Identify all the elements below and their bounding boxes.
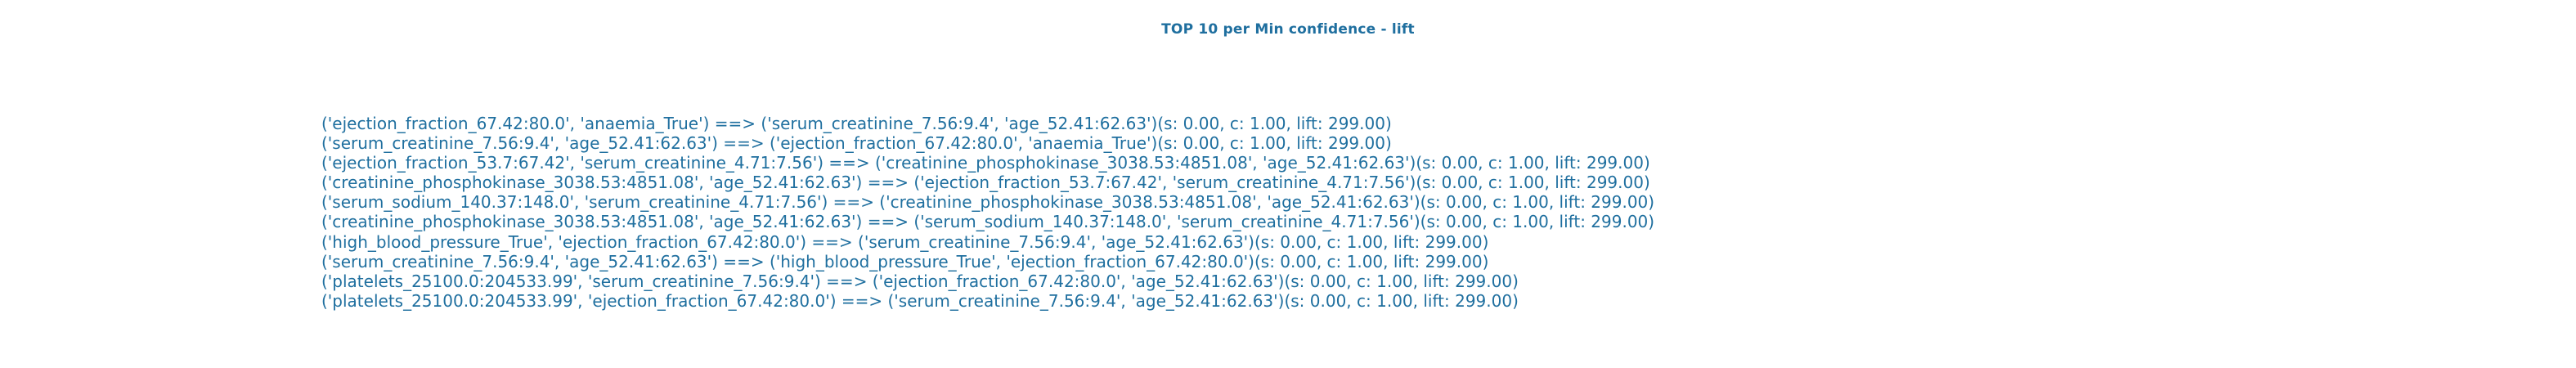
rule-line: ('ejection_fraction_67.42:80.0', 'anaemi…: [321, 114, 1392, 133]
page-title: TOP 10 per Min confidence - lift: [1161, 21, 1415, 38]
rule-line: ('platelets_25100.0:204533.99', 'serum_c…: [321, 271, 1519, 291]
rule-line: ('serum_sodium_140.37:148.0', 'serum_cre…: [321, 192, 1655, 213]
rule-line: ('creatinine_phosphokinase_3038.53:4851.…: [321, 212, 1655, 232]
rule-line: ('platelets_25100.0:204533.99', 'ejectio…: [321, 290, 1519, 311]
rule-line: ('ejection_fraction_53.7:67.42', 'serum_…: [321, 153, 1650, 173]
rule-line: ('high_blood_pressure_True', 'ejection_f…: [321, 231, 1489, 252]
rule-line: ('creatinine_phosphokinase_3038.53:4851.…: [321, 173, 1650, 193]
rule-line: ('serum_creatinine_7.56:9.4', 'age_52.41…: [321, 251, 1489, 272]
rules-list: ('ejection_fraction_67.42:80.0', 'anaemi…: [321, 114, 1654, 311]
rule-line: ('serum_creatinine_7.56:9.4', 'age_52.41…: [321, 133, 1392, 154]
